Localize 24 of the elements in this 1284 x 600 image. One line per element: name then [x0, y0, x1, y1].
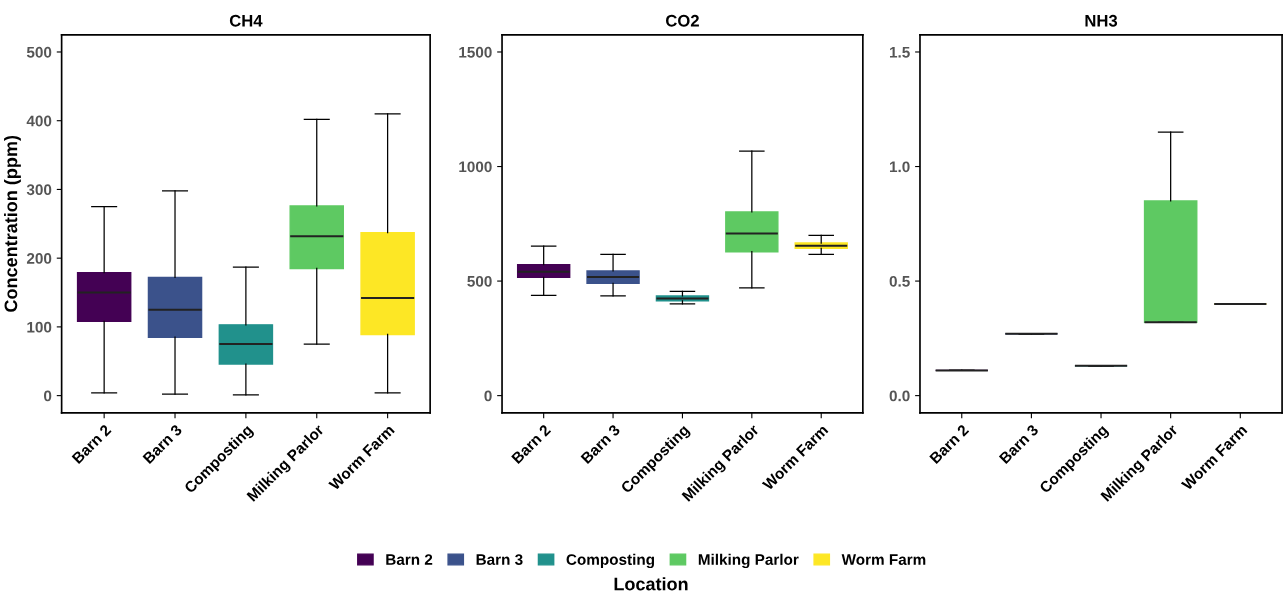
x-axis-title: Location	[614, 577, 688, 591]
y-tick-label: 0.0	[889, 390, 910, 402]
y-tick-label: 200	[26, 253, 52, 264]
y-tick-label: 0	[484, 390, 492, 402]
y-tick-label: 1500	[459, 46, 492, 58]
y-axis-title: Concentration (ppm)	[4, 135, 21, 312]
y-tick-label: 100	[27, 321, 52, 333]
y-tick-label: 300	[26, 184, 52, 196]
chart-title: CH4	[229, 14, 263, 27]
y-tick-label: 400	[26, 115, 52, 127]
legend-label: Composting	[566, 553, 655, 569]
legend-label: Worm Farm	[841, 554, 926, 565]
chart-title: NH3	[1085, 14, 1118, 27]
y-tick-label: 500	[467, 275, 492, 287]
legend-label: Barn 2	[386, 554, 433, 565]
legend-label: Barn 3	[476, 554, 523, 565]
legend-label: Milking Parlor	[698, 553, 799, 569]
y-tick-label: 0	[44, 390, 52, 402]
y-tick-label: 1000	[459, 161, 492, 173]
y-tick-label: 500	[26, 46, 52, 58]
y-tick-label: 1.5	[889, 47, 910, 58]
chart-title: CO2	[666, 14, 699, 27]
y-tick-label: 0.5	[889, 275, 910, 287]
y-tick-label: 1.0	[889, 161, 910, 173]
